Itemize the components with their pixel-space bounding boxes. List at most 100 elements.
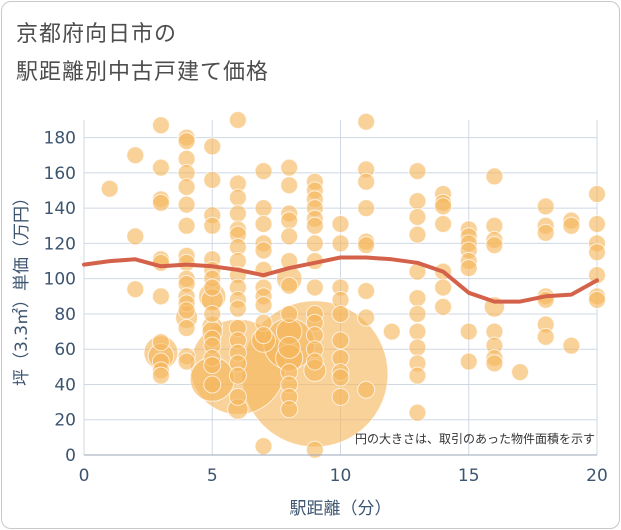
data-point xyxy=(485,354,504,373)
data-point xyxy=(357,112,376,131)
data-point xyxy=(536,290,555,309)
data-point xyxy=(280,176,299,195)
data-point xyxy=(331,304,350,323)
data-point xyxy=(228,299,247,318)
data-point xyxy=(536,197,555,216)
data-point xyxy=(177,319,196,338)
y-tick-label: 20 xyxy=(54,411,76,431)
data-point xyxy=(151,366,170,385)
data-point xyxy=(331,234,350,253)
data-point xyxy=(151,116,170,135)
data-point xyxy=(305,352,324,371)
data-point xyxy=(228,204,247,223)
data-point xyxy=(151,158,170,177)
y-tick-label: 100 xyxy=(44,270,76,290)
data-point xyxy=(408,192,427,211)
y-tick-label: 0 xyxy=(65,446,76,466)
data-point xyxy=(357,236,376,255)
y-tick-label: 40 xyxy=(54,375,76,395)
data-point xyxy=(459,322,478,341)
data-point xyxy=(408,207,427,226)
data-point xyxy=(357,199,376,218)
x-tick-label: 20 xyxy=(586,466,608,486)
data-point xyxy=(203,216,222,235)
data-point xyxy=(305,216,324,235)
data-point xyxy=(280,227,299,246)
data-point xyxy=(408,289,427,308)
data-point xyxy=(331,331,350,350)
data-point xyxy=(126,280,145,299)
y-tick-label: 80 xyxy=(54,305,76,325)
data-point xyxy=(151,193,170,212)
data-point xyxy=(280,211,299,230)
data-point xyxy=(408,225,427,244)
data-point xyxy=(280,158,299,177)
data-point xyxy=(254,215,273,234)
chart-title-line1: 京都府向日市の xyxy=(16,22,178,47)
data-point xyxy=(485,167,504,186)
data-point xyxy=(588,185,606,204)
data-point xyxy=(434,215,453,234)
data-point xyxy=(459,352,478,371)
average-line-layer xyxy=(82,255,599,304)
data-point xyxy=(203,304,222,323)
data-point xyxy=(434,197,453,216)
series-line-average xyxy=(82,255,599,304)
data-point xyxy=(280,400,299,419)
data-point xyxy=(177,178,196,196)
data-point xyxy=(562,336,581,355)
chart-title-line2: 駅距離別中古戸建て価格 xyxy=(16,60,270,85)
data-point xyxy=(382,322,401,341)
data-point xyxy=(588,290,606,309)
y-tick-label: 180 xyxy=(44,129,76,149)
data-point xyxy=(408,366,427,385)
data-point xyxy=(588,243,606,262)
data-point xyxy=(434,297,453,316)
data-point xyxy=(151,287,170,306)
y-tick-label: 120 xyxy=(44,234,76,254)
data-point xyxy=(254,241,273,260)
data-point xyxy=(408,162,427,181)
data-point xyxy=(254,437,273,456)
data-point xyxy=(126,227,145,246)
data-point xyxy=(228,366,247,385)
data-point xyxy=(177,301,196,320)
data-point xyxy=(357,380,376,399)
data-point xyxy=(357,308,376,327)
data-point xyxy=(177,195,196,214)
data-point xyxy=(305,440,324,459)
y-tick-label: 160 xyxy=(44,164,76,184)
data-point xyxy=(536,223,555,242)
x-tick-label: 15 xyxy=(458,466,480,486)
y-axis-title: 坪（3.3㎡）単価（万円） xyxy=(12,189,32,386)
y-tick-label: 60 xyxy=(54,340,76,360)
data-point xyxy=(228,111,247,129)
data-point xyxy=(203,375,222,394)
data-point xyxy=(305,278,324,297)
data-point xyxy=(100,179,119,198)
data-point xyxy=(228,188,247,207)
data-point xyxy=(588,215,606,234)
data-point xyxy=(357,172,376,191)
data-point xyxy=(177,132,196,151)
data-point xyxy=(408,403,427,422)
data-point xyxy=(485,236,504,255)
data-point xyxy=(280,304,299,323)
data-point xyxy=(151,333,170,352)
data-point xyxy=(408,322,427,341)
data-point xyxy=(408,304,427,323)
data-point xyxy=(588,266,606,285)
data-point xyxy=(203,137,222,156)
data-point xyxy=(203,278,222,297)
bubble-size-annotation: 円の大きさは、取引のあった物件面積を示す xyxy=(355,431,595,446)
x-axis-title: 駅距離（分） xyxy=(290,499,392,519)
data-point xyxy=(203,170,222,189)
x-tick-label: 5 xyxy=(207,466,218,486)
data-point xyxy=(408,338,427,357)
data-point xyxy=(459,259,478,278)
data-point xyxy=(331,387,350,406)
data-point xyxy=(511,363,530,382)
data-point xyxy=(434,278,453,297)
bubble-layer xyxy=(100,111,606,459)
